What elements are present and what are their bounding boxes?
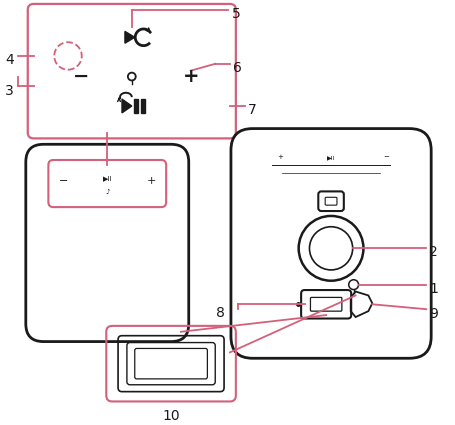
Text: −: − — [72, 67, 89, 86]
Bar — [133, 99, 137, 113]
Text: ▶II: ▶II — [326, 155, 334, 160]
Polygon shape — [125, 31, 135, 43]
Text: 6: 6 — [233, 61, 241, 75]
Polygon shape — [122, 99, 131, 113]
Text: ▶II: ▶II — [102, 175, 112, 181]
Text: +: + — [182, 67, 198, 86]
Text: 8: 8 — [216, 306, 225, 320]
Text: 2: 2 — [428, 245, 437, 259]
Text: 7: 7 — [247, 103, 256, 117]
Text: +: + — [147, 176, 156, 186]
Text: 1: 1 — [428, 282, 437, 296]
Text: 10: 10 — [162, 409, 179, 423]
Bar — [140, 99, 144, 113]
Text: 9: 9 — [428, 307, 437, 321]
Text: −: − — [382, 154, 388, 160]
Text: +: + — [277, 154, 283, 160]
Text: 3: 3 — [5, 85, 14, 99]
Text: 4: 4 — [5, 53, 14, 67]
Text: ♪: ♪ — [105, 190, 109, 196]
Text: 5: 5 — [232, 7, 240, 21]
Text: −: − — [58, 176, 68, 186]
